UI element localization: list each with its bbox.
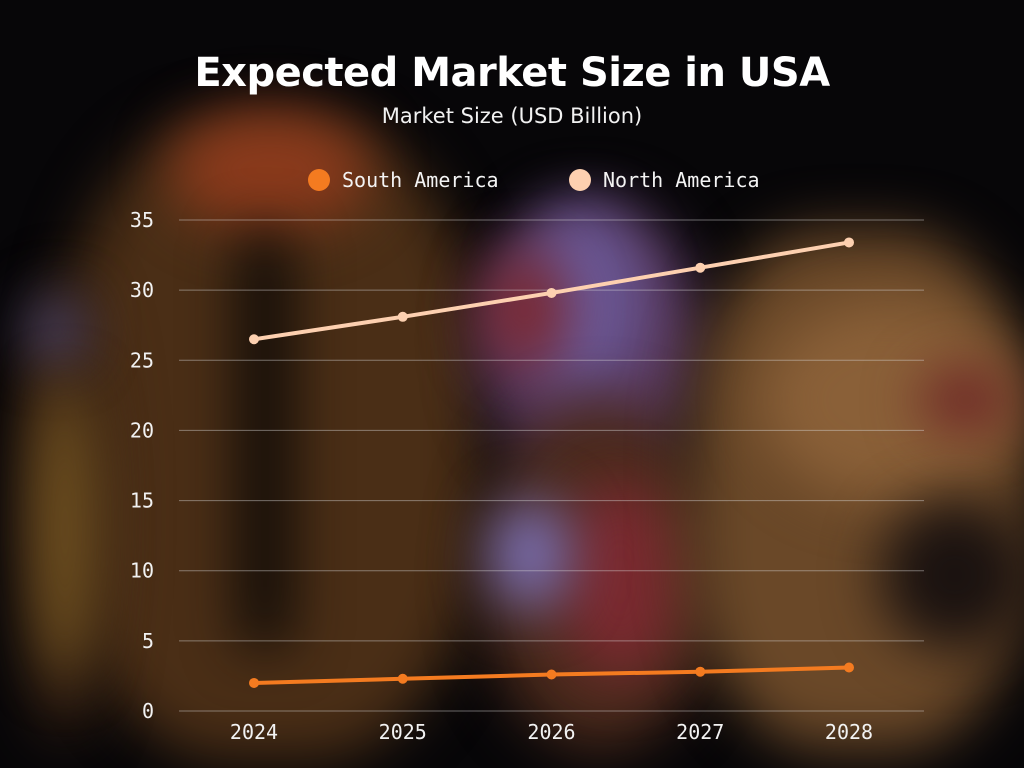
y-tick-label: 15 [130, 489, 154, 513]
y-tick-label: 30 [130, 278, 154, 302]
data-point-north-america-2028[interactable] [844, 237, 854, 248]
x-tick-label: 2028 [825, 720, 873, 744]
series-north-america [249, 237, 854, 345]
legend-swatch-south-america [308, 169, 330, 191]
series-south-america [249, 662, 854, 688]
legend: South America North America [0, 166, 1024, 194]
data-point-north-america-2027[interactable] [695, 262, 706, 273]
chart-subtitle: Market Size (USD Billion) [381, 104, 643, 128]
gridlines [179, 219, 924, 712]
y-axis-labels: 0 5 10 15 20 25 30 35 [130, 208, 154, 723]
x-axis-labels: 2024 2025 2026 2027 2028 [230, 720, 873, 744]
y-tick-label: 35 [130, 208, 154, 232]
data-point-south-america-2024[interactable] [249, 677, 259, 688]
x-tick-label: 2026 [527, 720, 575, 744]
data-point-north-america-2026[interactable] [546, 287, 557, 298]
legend-label-north-america: North America [603, 168, 760, 192]
y-tick-label: 0 [142, 699, 154, 723]
y-tick-label: 10 [130, 559, 154, 583]
data-point-south-america-2026[interactable] [546, 669, 557, 680]
x-tick-label: 2024 [230, 720, 278, 744]
chart-title: Expected Market Size in USA [194, 50, 830, 96]
legend-label-south-america: South America [342, 168, 499, 192]
data-point-north-america-2024[interactable] [249, 334, 259, 345]
y-tick-label: 5 [142, 629, 154, 653]
y-tick-label: 20 [130, 418, 154, 442]
legend-item-south-america[interactable]: South America [308, 166, 499, 194]
x-tick-label: 2025 [379, 720, 427, 744]
series-lines [249, 237, 854, 688]
legend-swatch-north-america [569, 169, 591, 191]
data-point-north-america-2025[interactable] [397, 311, 408, 322]
data-point-south-america-2025[interactable] [397, 673, 408, 684]
y-tick-label: 25 [130, 348, 154, 372]
data-point-south-america-2027[interactable] [695, 666, 706, 677]
x-tick-label: 2027 [676, 720, 724, 744]
data-point-south-america-2028[interactable] [844, 662, 854, 673]
legend-item-north-america[interactable]: North America [569, 166, 760, 194]
